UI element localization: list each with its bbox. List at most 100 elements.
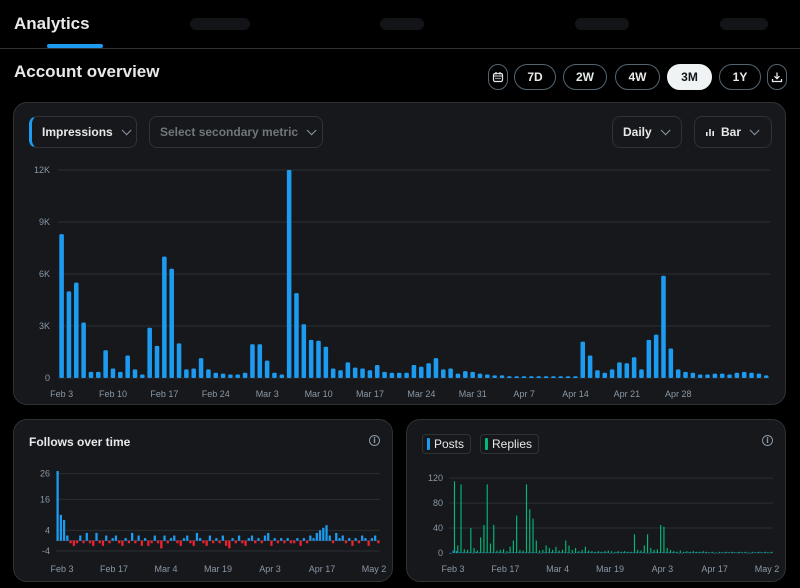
replies-bar (751, 551, 753, 553)
granularity-dropdown[interactable]: Daily (612, 116, 682, 148)
posts-bar (760, 552, 762, 553)
posts-bar (511, 552, 513, 553)
follows-bar (254, 540, 257, 544)
impressions-bar (125, 355, 130, 378)
tab-analytics[interactable]: Analytics (14, 14, 90, 33)
replies-bar (565, 540, 567, 553)
y-tick-label: 3K (39, 321, 50, 331)
follows-bar (322, 527, 325, 541)
x-tick-label: Feb 10 (99, 389, 127, 399)
secondary-metric-dropdown[interactable]: Select secondary metric (149, 116, 323, 148)
info-icon[interactable]: i (369, 435, 380, 446)
impressions-bar (301, 324, 307, 378)
posts-bar (652, 552, 654, 553)
primary-metric-dropdown[interactable]: Impressions (29, 116, 137, 148)
follows-bar (276, 540, 280, 544)
posts-bar (459, 552, 461, 553)
replies-bar (761, 552, 763, 553)
replies-bar (476, 550, 478, 553)
posts-bar (567, 552, 569, 553)
posts-bar (560, 552, 562, 553)
legend-replies[interactable]: Replies (480, 434, 540, 454)
y-tick-label: 120 (428, 473, 443, 483)
follows-bar (59, 514, 62, 541)
follows-bar (95, 532, 98, 541)
follows-bar (134, 540, 137, 544)
impressions-bar (418, 366, 424, 378)
impressions-bar (389, 372, 395, 378)
replies-bar (627, 551, 629, 553)
impressions-bar (492, 375, 497, 378)
impressions-bar (323, 346, 329, 378)
posts-chart: 0 40 80 120 Feb 3 Feb 17 Mar 4 Mar 19 Apr 3 Apr 1… (428, 473, 779, 574)
replies-bar (539, 550, 541, 553)
impressions-bar (763, 375, 769, 378)
x-tick-label: Feb 17 (491, 564, 519, 574)
secondary-metric-placeholder: Select secondary metric (160, 125, 299, 139)
tab-blurred[interactable] (380, 18, 424, 30)
posts-bar (639, 552, 641, 553)
follows-bar (289, 540, 293, 544)
range-4w-button[interactable]: 4W (615, 64, 660, 90)
replies-bar (506, 551, 508, 553)
posts-bar (550, 552, 552, 553)
chart-type-dropdown[interactable]: Bar (694, 116, 772, 148)
posts-bar (475, 551, 477, 553)
range-2w-button[interactable]: 2W (563, 64, 607, 90)
replies-bar (529, 509, 531, 553)
x-tick-label: Mar 4 (154, 564, 177, 574)
replies-bar (453, 481, 456, 553)
download-button[interactable] (767, 64, 787, 90)
impressions-bar (118, 371, 123, 378)
tab-blurred[interactable] (720, 18, 768, 30)
replies-bar (660, 524, 662, 553)
legend-posts[interactable]: Posts (422, 434, 472, 454)
follows-bar (221, 535, 224, 541)
calendar-button[interactable] (488, 64, 508, 90)
x-tick-label: Feb 3 (50, 389, 73, 399)
replies-bar (771, 551, 773, 553)
replies-bar (725, 551, 727, 553)
range-3m-button[interactable]: 3M (667, 64, 712, 90)
impressions-bar (617, 362, 622, 378)
range-1y-button[interactable]: 1Y (719, 64, 761, 90)
replies-bar (597, 551, 600, 553)
replies-bar (571, 549, 573, 553)
replies-bar (679, 550, 681, 553)
replies-bar (633, 534, 636, 553)
posts-bar (478, 552, 480, 553)
x-tick-label: Feb 3 (441, 564, 464, 574)
replies-bar (669, 549, 672, 553)
posts-bar (632, 552, 634, 553)
follows-bar (85, 532, 88, 541)
follows-bar (160, 540, 163, 549)
impressions-bar (653, 334, 659, 378)
posts-bar (468, 552, 471, 553)
impressions-bar (404, 372, 409, 378)
follows-bar (247, 538, 250, 541)
x-tick-label: Mar 10 (305, 389, 333, 399)
posts-bar (711, 552, 713, 553)
follows-bar (299, 540, 302, 546)
posts-bar (521, 552, 523, 553)
replies-bar (496, 550, 498, 553)
follows-bar (79, 535, 82, 541)
posts-bar (609, 553, 611, 554)
posts-bar (662, 552, 664, 553)
impressions-bar (169, 268, 174, 378)
impressions-bar (154, 345, 160, 378)
posts-bar (599, 552, 602, 553)
posts-bar (756, 552, 759, 553)
replies-bar (486, 484, 488, 553)
impressions-bar (96, 371, 101, 378)
replies-bar (614, 551, 616, 553)
follows-bar (202, 540, 205, 544)
replies-bar (480, 537, 482, 553)
range-7d-button[interactable]: 7D (514, 64, 556, 90)
tab-blurred[interactable] (575, 18, 629, 30)
posts-bar (658, 552, 660, 553)
posts-bar (596, 552, 598, 553)
posts-bar (540, 553, 543, 554)
tab-blurred[interactable] (190, 18, 250, 30)
info-icon[interactable]: i (762, 435, 773, 446)
